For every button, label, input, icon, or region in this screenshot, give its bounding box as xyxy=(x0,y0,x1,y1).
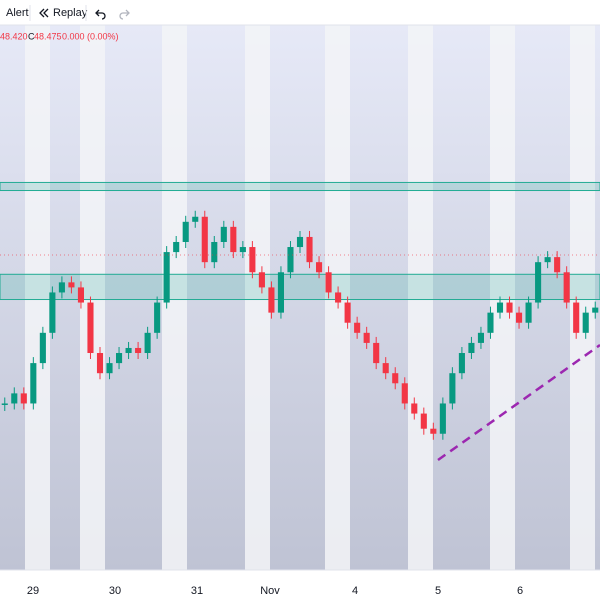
candle-body xyxy=(477,332,484,343)
candle-body xyxy=(163,252,170,303)
candle-body xyxy=(182,221,189,242)
candle-body xyxy=(211,241,218,263)
x-label: 31 xyxy=(191,585,203,597)
candle-body xyxy=(77,287,84,303)
toolbar xyxy=(0,0,600,25)
candle-body xyxy=(468,342,475,354)
x-label: Nov xyxy=(260,585,280,597)
candle-body xyxy=(325,272,332,293)
x-label: 5 xyxy=(435,585,441,597)
candle-body xyxy=(39,332,46,364)
candle-body xyxy=(430,428,437,434)
candle-body xyxy=(106,363,113,374)
candle-body xyxy=(96,353,104,374)
candle-body xyxy=(192,216,199,222)
candle-body xyxy=(201,216,208,263)
candle-body xyxy=(535,262,542,303)
x-label: 4 xyxy=(352,585,358,597)
candle-body xyxy=(344,302,351,323)
candle-body xyxy=(135,347,142,354)
candle-body xyxy=(420,413,427,429)
header-close: 48.475 xyxy=(34,31,62,41)
candle-body xyxy=(1,403,8,405)
candle-body xyxy=(449,373,456,404)
candle-body xyxy=(249,247,256,273)
candle-body xyxy=(544,257,551,263)
header-change: 0.000 (0.00%) xyxy=(62,31,119,41)
candle-body xyxy=(116,353,123,364)
candle-body xyxy=(49,292,56,333)
candle-body xyxy=(125,347,132,354)
candle-body xyxy=(316,262,323,273)
candle-body xyxy=(20,393,27,404)
candle-body xyxy=(373,342,380,364)
candle-body xyxy=(554,257,561,273)
candle-body xyxy=(487,312,494,333)
candle-body xyxy=(392,373,399,384)
candle-body xyxy=(582,312,589,333)
session-stripes xyxy=(25,25,595,570)
candle-body xyxy=(268,287,275,313)
candle-body xyxy=(382,363,389,374)
time-axis xyxy=(0,570,600,600)
candle-body xyxy=(258,272,265,288)
plot xyxy=(0,181,600,440)
alert-button[interactable]: Alert xyxy=(6,7,29,19)
candle-body xyxy=(173,241,180,253)
candle-body xyxy=(277,272,284,313)
candle-body xyxy=(363,332,370,343)
candle-body xyxy=(516,312,523,323)
trend-line xyxy=(437,343,600,462)
candle-body xyxy=(287,247,294,273)
candle-body xyxy=(592,307,599,313)
x-label: 29 xyxy=(27,585,39,597)
candle-body xyxy=(411,403,418,414)
x-label: 30 xyxy=(109,585,121,597)
candle-body xyxy=(68,282,75,288)
replay-icon xyxy=(39,8,49,18)
x-label: 6 xyxy=(517,585,523,597)
candle-body xyxy=(563,272,570,303)
candle-body xyxy=(296,236,304,248)
candle-body xyxy=(401,383,408,404)
header-low: 48.420 xyxy=(0,31,28,41)
candle-body xyxy=(306,236,313,263)
candle-body xyxy=(439,403,446,434)
candle-body xyxy=(144,332,151,354)
candle-body xyxy=(496,302,504,313)
replay-button[interactable]: Replay xyxy=(53,7,88,19)
candle-body xyxy=(220,226,227,242)
redo-button[interactable] xyxy=(119,9,130,20)
candle-body xyxy=(506,302,513,313)
candle-body xyxy=(354,322,361,333)
candle-body xyxy=(154,302,161,333)
candle-body xyxy=(11,393,18,404)
candle-body xyxy=(87,302,94,354)
candle-body xyxy=(30,363,37,404)
candle-body xyxy=(58,282,65,293)
candle-body xyxy=(230,226,237,253)
candle-body xyxy=(525,302,532,323)
candle-body xyxy=(573,302,580,333)
candle-body xyxy=(458,353,465,374)
undo-button[interactable] xyxy=(95,9,106,20)
zone xyxy=(0,273,600,301)
candle-body xyxy=(239,247,246,253)
candle-body xyxy=(335,292,342,303)
header-close-label: C xyxy=(28,31,35,41)
zone xyxy=(0,181,600,192)
